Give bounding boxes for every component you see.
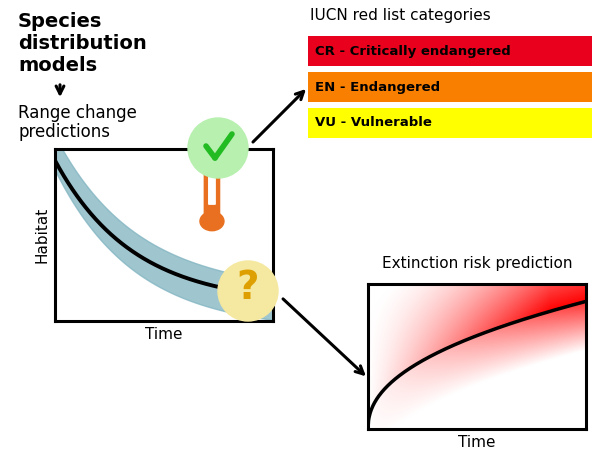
Text: predictions: predictions — [18, 123, 110, 141]
Circle shape — [188, 118, 248, 178]
FancyBboxPatch shape — [308, 72, 592, 102]
FancyBboxPatch shape — [308, 36, 592, 66]
Circle shape — [218, 261, 278, 321]
Text: Range change: Range change — [18, 104, 137, 122]
Text: IUCN red list categories: IUCN red list categories — [310, 8, 491, 23]
Y-axis label: Habitat: Habitat — [34, 207, 49, 263]
Text: CR - Critically endangered: CR - Critically endangered — [315, 44, 511, 57]
FancyBboxPatch shape — [308, 108, 592, 138]
FancyBboxPatch shape — [208, 172, 216, 205]
Text: VU - Vulnerable: VU - Vulnerable — [315, 116, 432, 129]
Text: distribution: distribution — [18, 34, 147, 53]
Text: Extinction risk prediction: Extinction risk prediction — [382, 256, 572, 271]
FancyBboxPatch shape — [205, 168, 220, 220]
Text: EN - Endangered: EN - Endangered — [315, 80, 440, 93]
Circle shape — [200, 212, 224, 231]
Text: ?: ? — [237, 269, 259, 307]
X-axis label: Time: Time — [458, 435, 496, 449]
Text: Species: Species — [18, 12, 103, 31]
Text: models: models — [18, 56, 97, 75]
X-axis label: Time: Time — [145, 326, 183, 342]
